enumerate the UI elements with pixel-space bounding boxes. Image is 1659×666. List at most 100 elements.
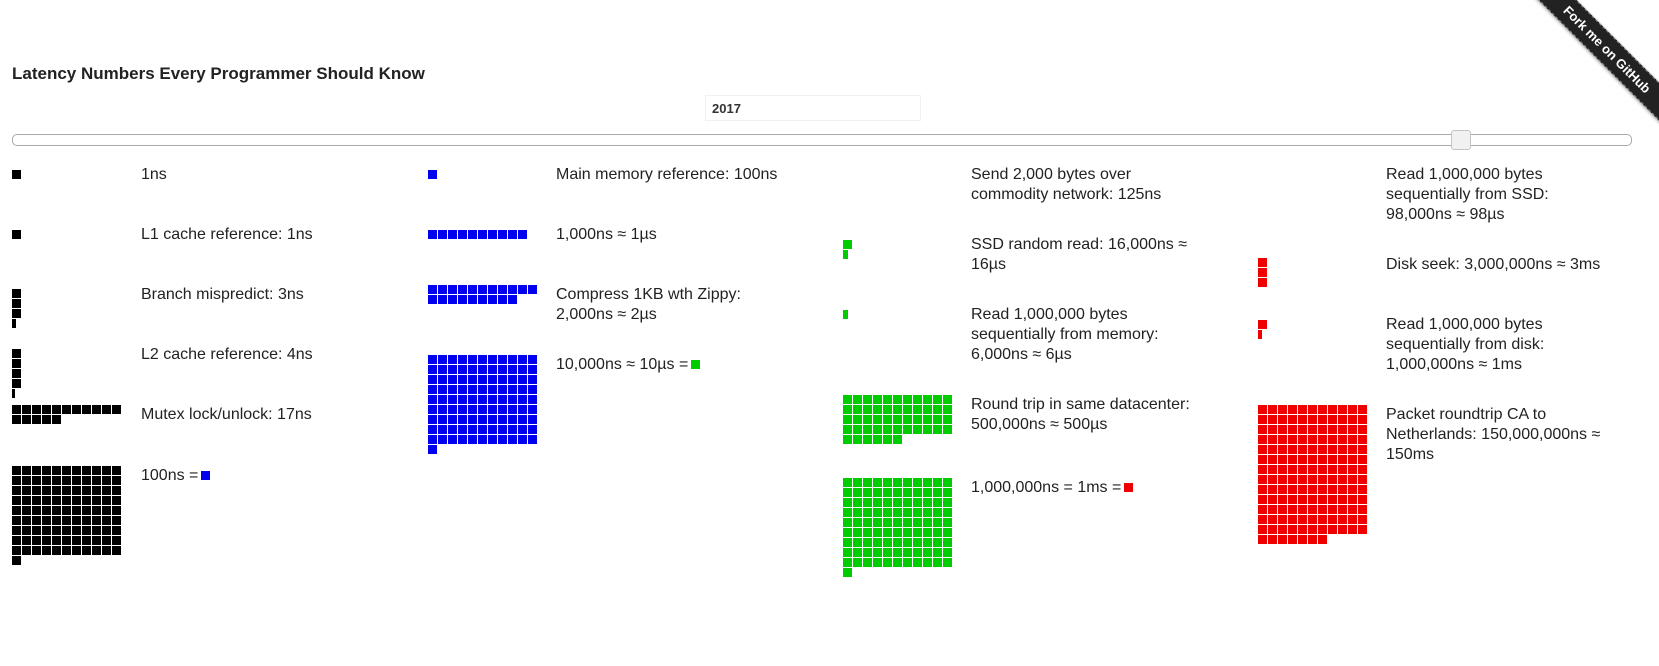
latency-square (22, 516, 31, 525)
latency-square (853, 435, 862, 444)
latency-label-line: 1,000,000ns = 1ms = (971, 478, 1134, 498)
latency-square (428, 230, 437, 239)
latency-square (923, 425, 932, 434)
latency-label-line: 98,000ns ≈ 98µs (1386, 205, 1549, 225)
latency-square (863, 395, 872, 404)
latency-square (498, 415, 507, 424)
latency-square (933, 498, 942, 507)
latency-square (1278, 455, 1287, 464)
latency-square (1268, 485, 1277, 494)
latency-squares (843, 478, 953, 578)
latency-square (923, 528, 932, 537)
latency-square (72, 536, 81, 545)
latency-square (12, 359, 21, 368)
latency-square (12, 230, 21, 239)
latency-square (42, 496, 51, 505)
latency-square (12, 349, 21, 358)
latency-square (448, 285, 457, 294)
latency-square (863, 548, 872, 557)
latency-square (498, 365, 507, 374)
latency-square (843, 538, 852, 547)
latency-square (903, 548, 912, 557)
latency-square (498, 395, 507, 404)
latency-square (1288, 485, 1297, 494)
latency-label-line: Disk seek: 3,000,000ns ≈ 3ms (1386, 255, 1600, 275)
latency-square (478, 365, 487, 374)
latency-square (1268, 495, 1277, 504)
latency-square (438, 405, 447, 414)
latency-square (112, 536, 121, 545)
latency-squares (12, 349, 22, 399)
latency-label-line: Mutex lock/unlock: 17ns (141, 405, 312, 425)
latency-label: Read 1,000,000 bytes sequentially from me… (971, 305, 1159, 365)
latency-square (448, 435, 457, 444)
latency-square (1258, 415, 1267, 424)
year-slider-handle[interactable] (1451, 130, 1472, 150)
latency-square (92, 526, 101, 535)
latency-squares (12, 170, 22, 180)
latency-square (1328, 415, 1337, 424)
latency-square (873, 405, 882, 414)
latency-squares (428, 355, 538, 455)
latency-square (478, 415, 487, 424)
latency-square (1338, 455, 1347, 464)
latency-square (1318, 465, 1327, 474)
latency-square (498, 425, 507, 434)
latency-square (913, 415, 922, 424)
latency-square (72, 526, 81, 535)
latency-label-text: 6,000ns ≈ 6µs (971, 346, 1072, 363)
latency-label-line: Read 1,000,000 bytes (1386, 315, 1544, 335)
latency-square (943, 395, 952, 404)
latency-square (22, 405, 31, 414)
latency-square (1298, 425, 1307, 434)
latency-square (458, 365, 467, 374)
latency-square (62, 496, 71, 505)
latency-square (518, 285, 527, 294)
latency-square (52, 506, 61, 515)
latency-square (428, 425, 437, 434)
latency-square (1268, 505, 1277, 514)
latency-square (843, 488, 852, 497)
latency-square (853, 518, 862, 527)
latency-square (508, 230, 517, 239)
latency-square (22, 466, 31, 475)
latency-square (1268, 465, 1277, 474)
latency-square (883, 488, 892, 497)
latency-square (843, 548, 852, 557)
latency-square (72, 486, 81, 495)
latency-square (468, 375, 477, 384)
year-slider[interactable] (12, 130, 1632, 150)
latency-square (102, 466, 111, 475)
latency-square (943, 478, 952, 487)
latency-square (438, 395, 447, 404)
latency-square (923, 548, 932, 557)
latency-square (32, 546, 41, 555)
github-ribbon[interactable]: Fork me on GitHub (1509, 0, 1659, 150)
latency-square (82, 516, 91, 525)
latency-square (933, 425, 942, 434)
latency-square (448, 355, 457, 364)
latency-square (12, 170, 21, 179)
latency-square (843, 508, 852, 517)
latency-square (893, 488, 902, 497)
latency-square (1288, 435, 1297, 444)
github-ribbon-label[interactable]: Fork me on GitHub (1526, 0, 1659, 130)
latency-label-text: 150ms (1386, 446, 1435, 463)
latency-label-text: Branch mispredict: 3ns (141, 286, 304, 303)
latency-label: L1 cache reference: 1ns (141, 225, 313, 245)
latency-label: Branch mispredict: 3ns (141, 285, 304, 305)
latency-square (1348, 435, 1357, 444)
latency-square (853, 508, 862, 517)
latency-square (1258, 278, 1267, 287)
latency-square (883, 538, 892, 547)
latency-square (468, 415, 477, 424)
latency-square (518, 415, 527, 424)
latency-square (498, 355, 507, 364)
latency-square (1358, 485, 1367, 494)
latency-square (1348, 495, 1357, 504)
latency-square (863, 478, 872, 487)
latency-square (1298, 435, 1307, 444)
latency-square (873, 415, 882, 424)
latency-square (448, 295, 457, 304)
latency-label-line: Packet roundtrip CA to (1386, 405, 1600, 425)
